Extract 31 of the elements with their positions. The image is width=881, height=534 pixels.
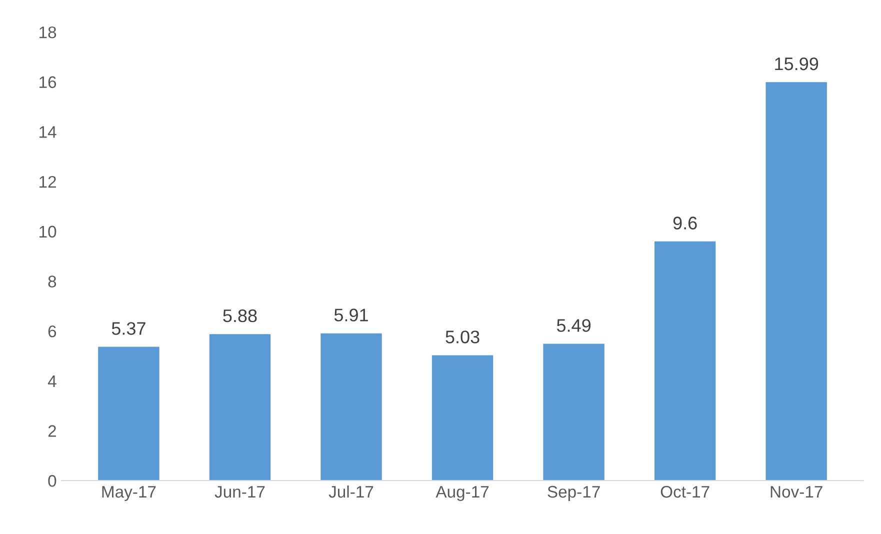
y-tick-label: 0 bbox=[48, 475, 56, 487]
data-label: 5.37 bbox=[112, 322, 146, 335]
y-tick-label: 2 bbox=[48, 425, 56, 437]
bar bbox=[432, 355, 494, 481]
bar bbox=[654, 241, 716, 481]
x-tick-label: Jun-17 bbox=[214, 486, 265, 498]
x-tick-label: Jul-17 bbox=[328, 485, 374, 498]
y-tick-label: 18 bbox=[40, 26, 56, 38]
y-tick-label: 12 bbox=[40, 176, 56, 188]
x-tick-label: Sep-17 bbox=[548, 486, 600, 501]
y-tick-label: 10 bbox=[40, 226, 56, 238]
x-tick-label: Nov-17 bbox=[770, 486, 822, 498]
y-tick-label: 6 bbox=[48, 325, 56, 338]
data-label: 15.99 bbox=[775, 57, 818, 70]
bar bbox=[320, 333, 382, 481]
y-tick-label: 14 bbox=[40, 126, 56, 138]
data-label: 5.03 bbox=[446, 330, 480, 344]
data-label: 5.88 bbox=[223, 309, 257, 322]
y-tick-label: 4 bbox=[48, 375, 56, 387]
bar bbox=[209, 334, 271, 481]
data-label: 5.49 bbox=[556, 319, 591, 332]
data-label: 9.6 bbox=[673, 216, 697, 230]
x-tick-label: May-17 bbox=[102, 486, 156, 501]
data-label: 5.91 bbox=[334, 308, 368, 322]
bar bbox=[766, 82, 827, 481]
y-tick-label: 16 bbox=[40, 76, 56, 88]
bar bbox=[98, 346, 160, 481]
y-tick-label: 8 bbox=[48, 276, 56, 288]
bar bbox=[543, 344, 604, 481]
x-tick-label: Aug-17 bbox=[436, 486, 489, 501]
x-tick-label: Oct-17 bbox=[660, 486, 710, 498]
